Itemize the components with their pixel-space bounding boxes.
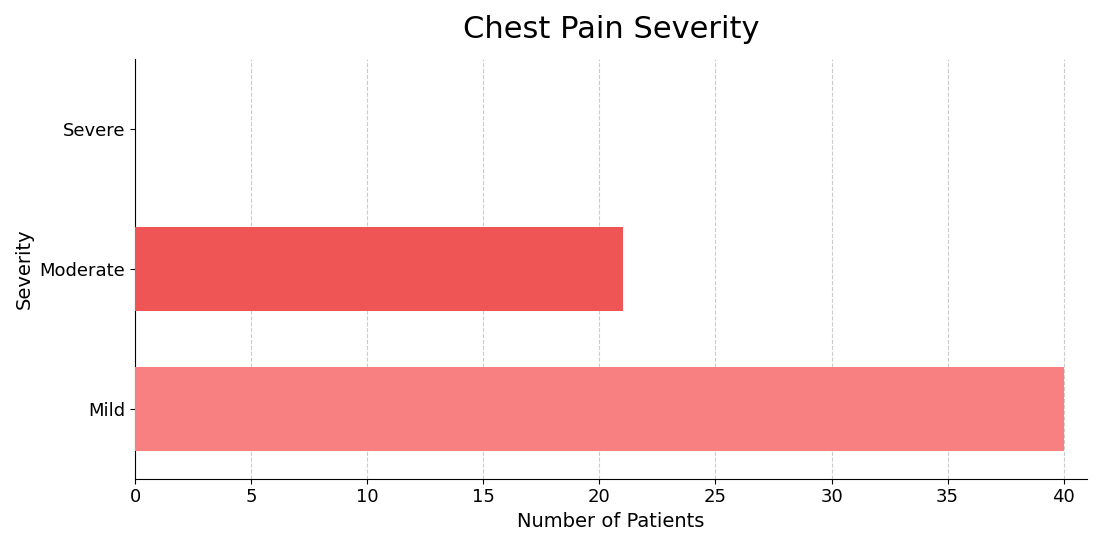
Bar — [136, 367, 1063, 451]
Y-axis label: Severity: Severity — [15, 228, 34, 309]
Title: Chest Pain Severity: Chest Pain Severity — [463, 15, 759, 44]
Bar — [136, 227, 623, 311]
X-axis label: Number of Patients: Number of Patients — [517, 512, 704, 531]
